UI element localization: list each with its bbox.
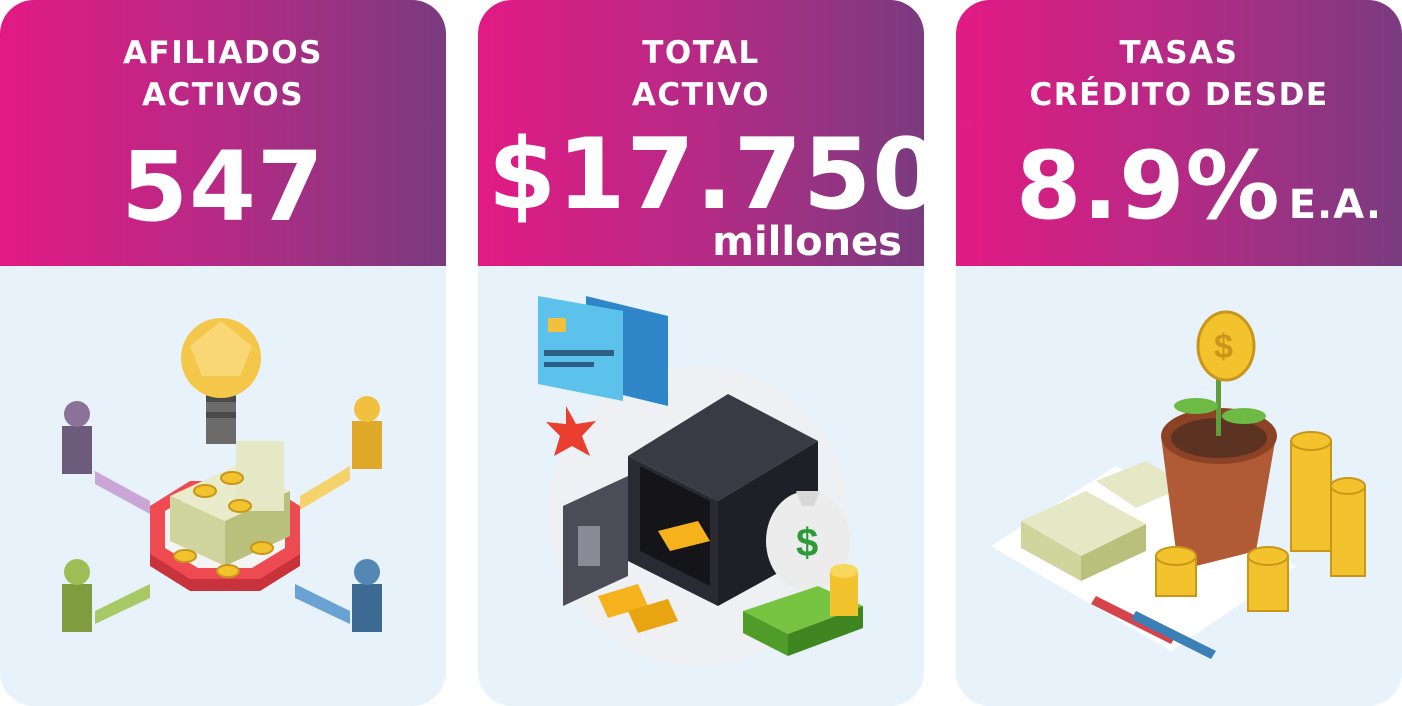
svg-text:$: $ xyxy=(796,521,818,565)
safe-illustration: $ xyxy=(478,266,924,706)
total-assets-value: $17.750 xyxy=(488,118,924,232)
total-assets-card: TOTAL ACTIVO $17.750 millones xyxy=(478,0,924,706)
total-assets-card-header: TOTAL ACTIVO $17.750 millones xyxy=(478,0,924,266)
affiliates-value: 547 xyxy=(121,131,325,243)
affiliates-card-header: AFILIADOS ACTIVOS 547 xyxy=(0,0,446,266)
credit-rates-label-line2: CRÉDITO DESDE xyxy=(1029,77,1329,113)
credit-rates-card-header: TASAS CRÉDITO DESDE 8.9% E.A. xyxy=(956,0,1402,266)
svg-text:$: $ xyxy=(1214,328,1233,366)
total-assets-unit: millones xyxy=(712,219,902,265)
credit-rates-card: TASAS CRÉDITO DESDE 8.9% E.A. $ xyxy=(956,0,1402,706)
affiliates-label-line2: ACTIVOS xyxy=(141,77,305,113)
total-assets-label-line1: TOTAL xyxy=(642,35,760,71)
coin-plant-illustration: $ xyxy=(956,266,1402,706)
credit-rate-number: 8.9% xyxy=(1016,132,1281,241)
affiliates-label: AFILIADOS ACTIVOS xyxy=(0,32,446,116)
credit-rates-value: 8.9% E.A. xyxy=(1016,132,1402,260)
credit-rates-label-line1: TASAS xyxy=(1119,35,1239,71)
credit-rates-label: TASAS CRÉDITO DESDE xyxy=(956,32,1402,116)
total-assets-label-line2: ACTIVO xyxy=(631,77,771,113)
credit-rate-unit: E.A. xyxy=(1288,182,1383,228)
affiliates-illustration xyxy=(0,266,446,706)
affiliates-label-line1: AFILIADOS xyxy=(123,35,323,71)
total-assets-label: TOTAL ACTIVO xyxy=(478,32,924,116)
affiliates-card: AFILIADOS ACTIVOS 547 xyxy=(0,0,446,706)
